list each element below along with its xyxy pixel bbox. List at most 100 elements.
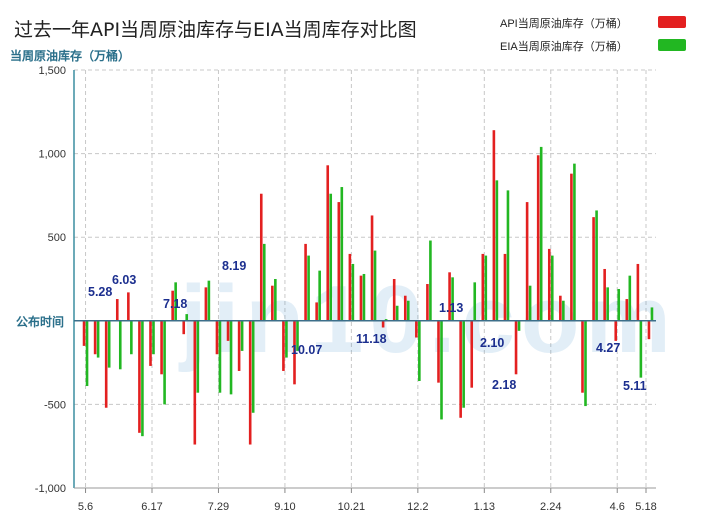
y-tick-label: 500 bbox=[48, 232, 66, 244]
api-bar-8.19 bbox=[248, 320, 252, 445]
api-bar-2.17 bbox=[536, 155, 540, 321]
axes: 1,500 1,000 500 -500 -1,000 5.6 6.17 7.29 9.10 10… bbox=[16, 65, 657, 513]
eia-bar-12.23 bbox=[451, 277, 454, 321]
eia-bar-4.20 bbox=[639, 320, 643, 378]
eia-bar-9.10 bbox=[285, 320, 288, 358]
eia-bar-8.12 bbox=[240, 320, 244, 351]
api-bar-7.1 bbox=[171, 290, 174, 321]
eia-bar-6.17 bbox=[152, 320, 155, 355]
api-bar-11.18 bbox=[392, 279, 396, 321]
legend-label-api: API当周原油库存（万桶） bbox=[500, 16, 628, 30]
eia-bar-11.18 bbox=[395, 305, 399, 321]
eia-bar-6.3 bbox=[130, 320, 133, 355]
date-annotation: 5.11 bbox=[623, 379, 647, 393]
api-bar-9.30 bbox=[315, 302, 318, 321]
api-bar-8.12 bbox=[237, 320, 241, 371]
eia-bar-5.6 bbox=[85, 320, 89, 387]
x-tick-label: 1.13 bbox=[474, 501, 495, 513]
eia-bar-10.7 bbox=[329, 193, 333, 321]
eia-bar-7.29 bbox=[218, 320, 222, 393]
date-annotation: 10.07 bbox=[291, 343, 322, 357]
y-axis-title: 当周原油库存（万桶） bbox=[10, 48, 130, 63]
eia-bar-5.27 bbox=[118, 320, 122, 370]
y-tick-label: 1,000 bbox=[38, 149, 66, 161]
eia-bar-3.31 bbox=[606, 287, 609, 321]
api-bar-12.2 bbox=[415, 320, 418, 338]
api-bar-1.13 bbox=[481, 253, 485, 321]
bars bbox=[82, 130, 654, 445]
eia-bar-4.27 bbox=[650, 307, 654, 321]
api-bar-9.16 bbox=[293, 320, 296, 385]
eia-bar-2.10 bbox=[528, 285, 532, 321]
eia-bar-12.9 bbox=[429, 240, 432, 321]
api-bar-3.31 bbox=[603, 268, 606, 321]
x-tick-label: 10.21 bbox=[338, 501, 366, 513]
annotations: 5.286.03 7.18 8.19 10.07 11.18 1.13 2.10 2.18 4.… bbox=[88, 259, 647, 393]
api-bar-10.28 bbox=[359, 275, 363, 321]
api-bar-5.13 bbox=[93, 320, 97, 355]
eia-bar-5.20 bbox=[107, 320, 111, 368]
chart-title: 过去一年API当周原油库存与EIA当周库存对比图 bbox=[14, 19, 417, 41]
api-bar-10.21 bbox=[348, 253, 352, 321]
date-annotation: 4.27 bbox=[596, 341, 620, 355]
api-bar-5.27 bbox=[115, 299, 119, 321]
api-bar-1.20 bbox=[492, 130, 496, 321]
eia-bar-4.6 bbox=[617, 289, 621, 321]
api-bar-10.7 bbox=[326, 165, 330, 321]
x-tick-label: 5.6 bbox=[78, 501, 93, 513]
eia-bar-9.2 bbox=[274, 279, 277, 321]
legend-swatch-api bbox=[658, 16, 686, 28]
eia-bar-1.6 bbox=[473, 282, 477, 321]
api-bar-12.9 bbox=[426, 284, 429, 321]
eia-bar-1.13 bbox=[484, 255, 488, 321]
eia-bar-6.10 bbox=[141, 320, 144, 437]
api-bar-6.17 bbox=[149, 320, 152, 366]
x-tick-label: 7.29 bbox=[208, 501, 229, 513]
api-bar-2.10 bbox=[525, 202, 529, 321]
api-bar-3.3 bbox=[559, 295, 562, 321]
date-annotation: 2.18 bbox=[492, 378, 516, 392]
api-bar-10.14 bbox=[337, 202, 341, 321]
api-bar-3.24 bbox=[592, 217, 595, 321]
eia-bar-3.24 bbox=[595, 210, 598, 321]
api-bar-4.20 bbox=[636, 263, 640, 321]
eia-bar-8.26 bbox=[262, 243, 266, 321]
x-tick-label: 2.24 bbox=[540, 501, 561, 513]
eia-bar-5.13 bbox=[96, 320, 100, 358]
y-tick-label: -500 bbox=[44, 399, 66, 411]
api-bar-9.10 bbox=[282, 320, 285, 371]
date-annotation: 11.18 bbox=[356, 332, 387, 346]
api-bar-8.5 bbox=[226, 320, 230, 341]
api-bar-1.27 bbox=[503, 253, 507, 321]
api-bar-6.3 bbox=[127, 292, 130, 321]
eia-bar-4.13 bbox=[628, 275, 632, 321]
y-tick-label: -1,000 bbox=[35, 483, 66, 495]
api-bar-8.26 bbox=[259, 193, 263, 321]
eia-bar-10.21 bbox=[351, 263, 355, 321]
api-bar-3.10 bbox=[570, 173, 573, 321]
api-bar-6.10 bbox=[138, 320, 141, 433]
legend-label-eia: EIA当周原油库存（万桶） bbox=[500, 39, 628, 53]
api-bar-1.6 bbox=[470, 320, 474, 388]
eia-bar-2.3 bbox=[517, 320, 521, 331]
eia-bar-7.22 bbox=[207, 280, 211, 321]
x-tick-label: 12.2 bbox=[407, 501, 428, 513]
api-bar-7.8 bbox=[182, 320, 186, 335]
api-bar-5.20 bbox=[104, 320, 108, 408]
legend: API当周原油库存（万桶） EIA当周原油库存（万桶） bbox=[500, 16, 686, 53]
eia-bar-10.14 bbox=[340, 187, 344, 321]
api-bar-9.2 bbox=[271, 285, 274, 321]
api-bar-3.17 bbox=[581, 320, 584, 393]
y-tick-label: 1,500 bbox=[38, 65, 66, 77]
eia-bar-3.3 bbox=[562, 300, 565, 321]
eia-bar-1.27 bbox=[506, 190, 510, 321]
api-bar-11.25 bbox=[403, 295, 407, 321]
eia-bar-10.28 bbox=[362, 273, 366, 321]
eia-bar-3.10 bbox=[573, 163, 576, 321]
eia-bar-8.19 bbox=[251, 320, 255, 413]
eia-bar-9.23 bbox=[307, 255, 310, 321]
eia-bar-12.2 bbox=[418, 320, 421, 381]
date-annotation: 2.10 bbox=[480, 336, 504, 350]
